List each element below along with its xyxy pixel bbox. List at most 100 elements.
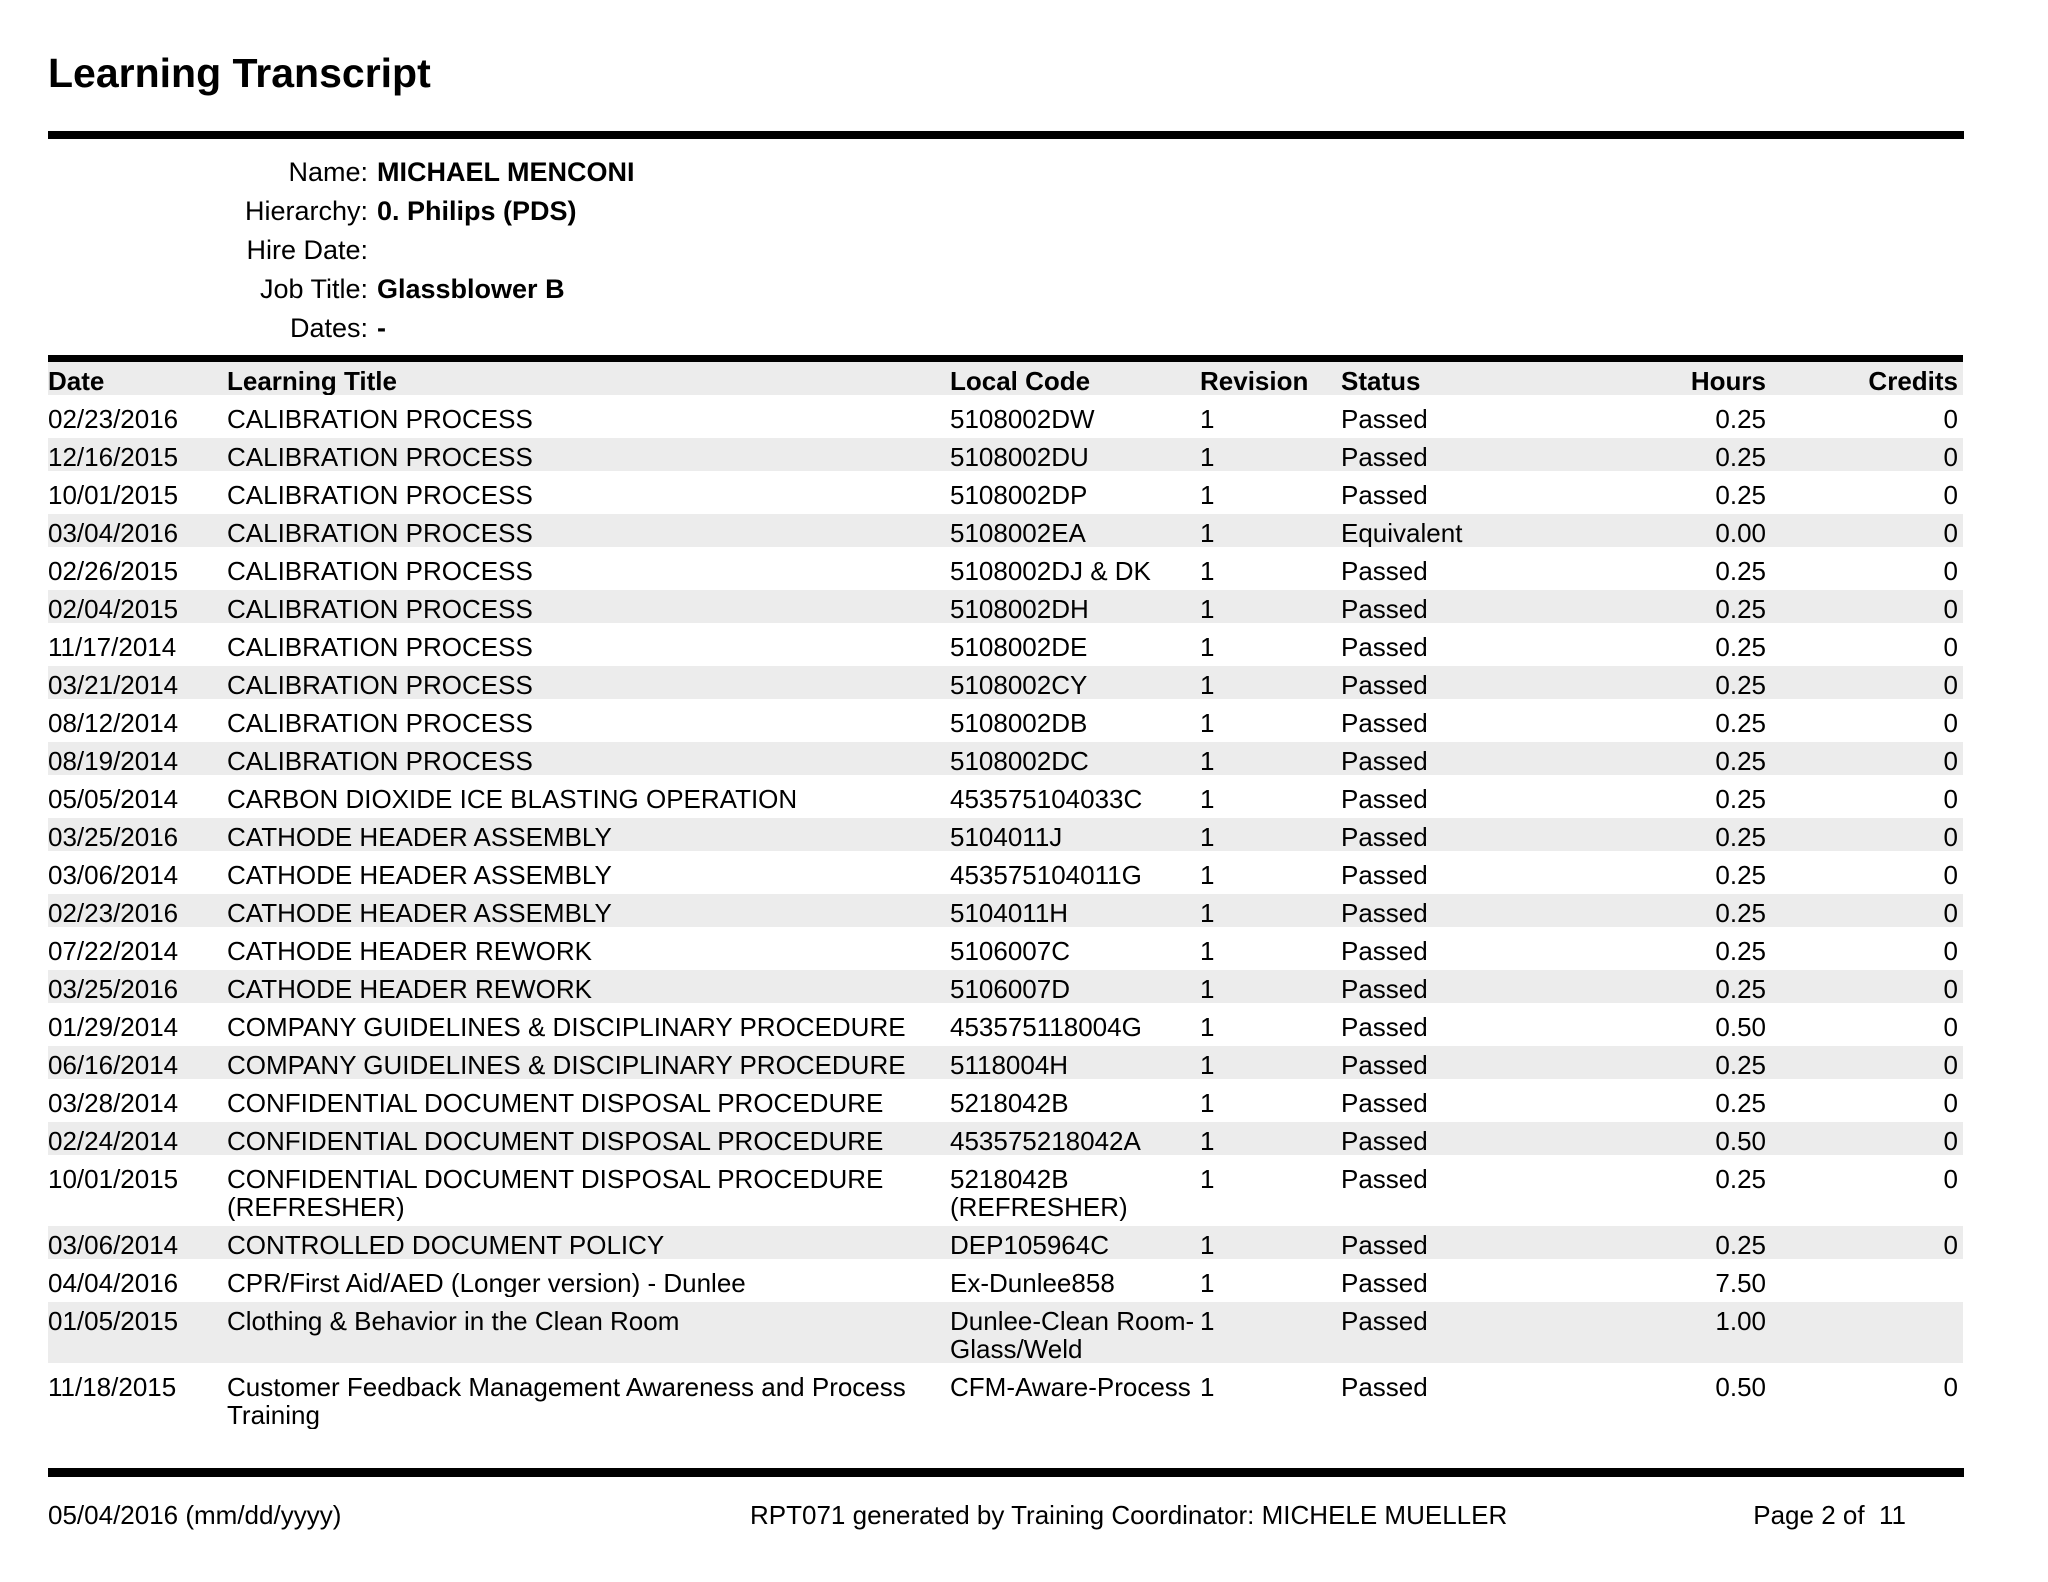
cell-hours: 0.25 bbox=[1591, 967, 1766, 1008]
cell-revision: 1 bbox=[1200, 473, 1341, 514]
table-row: 03/06/2014 CATHODE HEADER ASSEMBLY 4535751… bbox=[48, 853, 1963, 894]
cell-learning-title: CATHODE HEADER ASSEMBLY bbox=[227, 853, 950, 894]
cell-hours: 0.50 bbox=[1591, 1365, 1766, 1434]
cell-revision: 1 bbox=[1200, 1005, 1341, 1046]
cell-learning-title: Customer Feedback Management Awareness a… bbox=[227, 1365, 950, 1434]
column-header-learning-title: Learning Title bbox=[227, 358, 950, 400]
cell-revision: 1 bbox=[1200, 1365, 1341, 1434]
cell-hours: 0.25 bbox=[1591, 929, 1766, 970]
cell-revision: 1 bbox=[1200, 663, 1341, 704]
cell-date: 03/25/2016 bbox=[48, 967, 227, 1008]
cell-learning-title: CONTROLLED DOCUMENT POLICY bbox=[227, 1223, 950, 1264]
cell-hours: 0.25 bbox=[1591, 1157, 1766, 1226]
name-label: Name: bbox=[288, 157, 368, 187]
cell-local-code: 5106007C bbox=[950, 929, 1200, 970]
table-row: 06/16/2014 COMPANY GUIDELINES & DISCIPLIN… bbox=[48, 1043, 1963, 1084]
cell-local-code: 5218042B bbox=[950, 1081, 1200, 1122]
cell-date: 03/06/2014 bbox=[48, 1223, 227, 1264]
table-row: 11/17/2014 CALIBRATION PROCESS 5108002DE 1 P… bbox=[48, 625, 1963, 666]
cell-hours: 7.50 bbox=[1591, 1261, 1766, 1302]
cell-status: Passed bbox=[1341, 815, 1591, 856]
cell-hours: 0.25 bbox=[1591, 587, 1766, 628]
cell-date: 08/12/2014 bbox=[48, 701, 227, 742]
table-row: 03/06/2014 CONTROLLED DOCUMENT POLICY DEP1… bbox=[48, 1223, 1963, 1264]
cell-status: Passed bbox=[1341, 1157, 1591, 1226]
cell-learning-title: CALIBRATION PROCESS bbox=[227, 663, 950, 704]
cell-status: Passed bbox=[1341, 853, 1591, 894]
cell-revision: 1 bbox=[1200, 625, 1341, 666]
employee-info-block: Name: MICHAEL MENCONI Hierarchy: 0. Phil… bbox=[48, 153, 635, 348]
cell-credits: 0 bbox=[1766, 1119, 1963, 1160]
cell-revision: 1 bbox=[1200, 853, 1341, 894]
cell-status: Passed bbox=[1341, 1043, 1591, 1084]
cell-credits bbox=[1766, 1299, 1963, 1368]
cell-hours: 0.25 bbox=[1591, 397, 1766, 438]
cell-date: 02/26/2015 bbox=[48, 549, 227, 590]
cell-local-code: 453575104011G bbox=[950, 853, 1200, 894]
cell-revision: 1 bbox=[1200, 1081, 1341, 1122]
cell-local-code: CFM-Aware-Process bbox=[950, 1365, 1200, 1434]
cell-status: Passed bbox=[1341, 435, 1591, 476]
cell-learning-title: CONFIDENTIAL DOCUMENT DISPOSAL PROCEDURE bbox=[227, 1119, 950, 1160]
cell-hours: 0.25 bbox=[1591, 663, 1766, 704]
cell-local-code: 5104011J bbox=[950, 815, 1200, 856]
footer-divider bbox=[48, 1468, 1964, 1477]
cell-local-code: 5108002DU bbox=[950, 435, 1200, 476]
cell-learning-title: COMPANY GUIDELINES & DISCIPLINARY PROCED… bbox=[227, 1043, 950, 1084]
cell-status: Passed bbox=[1341, 1365, 1591, 1434]
footer-generated-by: RPT071 generated by Training Coordinator… bbox=[750, 1500, 1508, 1530]
cell-status: Passed bbox=[1341, 1119, 1591, 1160]
cell-revision: 1 bbox=[1200, 929, 1341, 970]
hierarchy-value: 0. Philips (PDS) bbox=[377, 196, 577, 226]
cell-local-code: 5108002DE bbox=[950, 625, 1200, 666]
table-row: 02/23/2016 CALIBRATION PROCESS 5108002DW 1 P… bbox=[48, 397, 1963, 438]
cell-credits: 0 bbox=[1766, 435, 1963, 476]
page-title: Learning Transcript bbox=[48, 50, 431, 96]
cell-learning-title: CPR/First Aid/AED (Longer version) - Dun… bbox=[227, 1261, 950, 1302]
cell-local-code: 5118004H bbox=[950, 1043, 1200, 1084]
cell-learning-title: CALIBRATION PROCESS bbox=[227, 549, 950, 590]
cell-credits: 0 bbox=[1766, 511, 1963, 552]
cell-status: Passed bbox=[1341, 473, 1591, 514]
cell-status: Passed bbox=[1341, 967, 1591, 1008]
cell-date: 03/25/2016 bbox=[48, 815, 227, 856]
column-header-hours: Hours bbox=[1591, 358, 1766, 400]
job-title-value: Glassblower B bbox=[377, 274, 565, 304]
table-row: 02/04/2015 CALIBRATION PROCESS 5108002DH 1 P… bbox=[48, 587, 1963, 628]
cell-credits: 0 bbox=[1766, 1005, 1963, 1046]
cell-revision: 1 bbox=[1200, 1043, 1341, 1084]
cell-learning-title: CALIBRATION PROCESS bbox=[227, 473, 950, 514]
cell-hours: 0.00 bbox=[1591, 511, 1766, 552]
cell-hours: 0.25 bbox=[1591, 549, 1766, 590]
cell-learning-title: COMPANY GUIDELINES & DISCIPLINARY PROCED… bbox=[227, 1005, 950, 1046]
cell-date: 04/04/2016 bbox=[48, 1261, 227, 1302]
cell-learning-title: CONFIDENTIAL DOCUMENT DISPOSAL PROCEDURE bbox=[227, 1081, 950, 1122]
cell-status: Passed bbox=[1341, 701, 1591, 742]
table-row: 03/25/2016 CATHODE HEADER ASSEMBLY 5104011… bbox=[48, 815, 1963, 856]
cell-local-code: 5108002DH bbox=[950, 587, 1200, 628]
cell-revision: 1 bbox=[1200, 967, 1341, 1008]
table-row: 03/21/2014 CALIBRATION PROCESS 5108002CY 1 P… bbox=[48, 663, 1963, 704]
cell-hours: 0.25 bbox=[1591, 815, 1766, 856]
cell-date: 08/19/2014 bbox=[48, 739, 227, 780]
cell-revision: 1 bbox=[1200, 511, 1341, 552]
cell-credits: 0 bbox=[1766, 587, 1963, 628]
cell-credits: 0 bbox=[1766, 663, 1963, 704]
cell-hours: 0.25 bbox=[1591, 739, 1766, 780]
table-row: 11/18/2015 Customer Feedback Management A… bbox=[48, 1365, 1963, 1434]
column-header-local-code: Local Code bbox=[950, 358, 1200, 400]
cell-revision: 1 bbox=[1200, 1223, 1341, 1264]
cell-local-code: 5108002CY bbox=[950, 663, 1200, 704]
cell-date: 02/04/2015 bbox=[48, 587, 227, 628]
cell-date: 03/04/2016 bbox=[48, 511, 227, 552]
cell-learning-title: CATHODE HEADER REWORK bbox=[227, 967, 950, 1008]
table-header-row: Date Learning Title Local Code Revision Stat… bbox=[48, 358, 1963, 400]
footer-page-number: Page 2 of 11 bbox=[1753, 1500, 1906, 1530]
cell-hours: 0.25 bbox=[1591, 853, 1766, 894]
cell-local-code: 5108002DW bbox=[950, 397, 1200, 438]
cell-credits: 0 bbox=[1766, 1223, 1963, 1264]
cell-status: Passed bbox=[1341, 1261, 1591, 1302]
cell-credits: 0 bbox=[1766, 549, 1963, 590]
cell-status: Passed bbox=[1341, 1223, 1591, 1264]
cell-revision: 1 bbox=[1200, 891, 1341, 932]
